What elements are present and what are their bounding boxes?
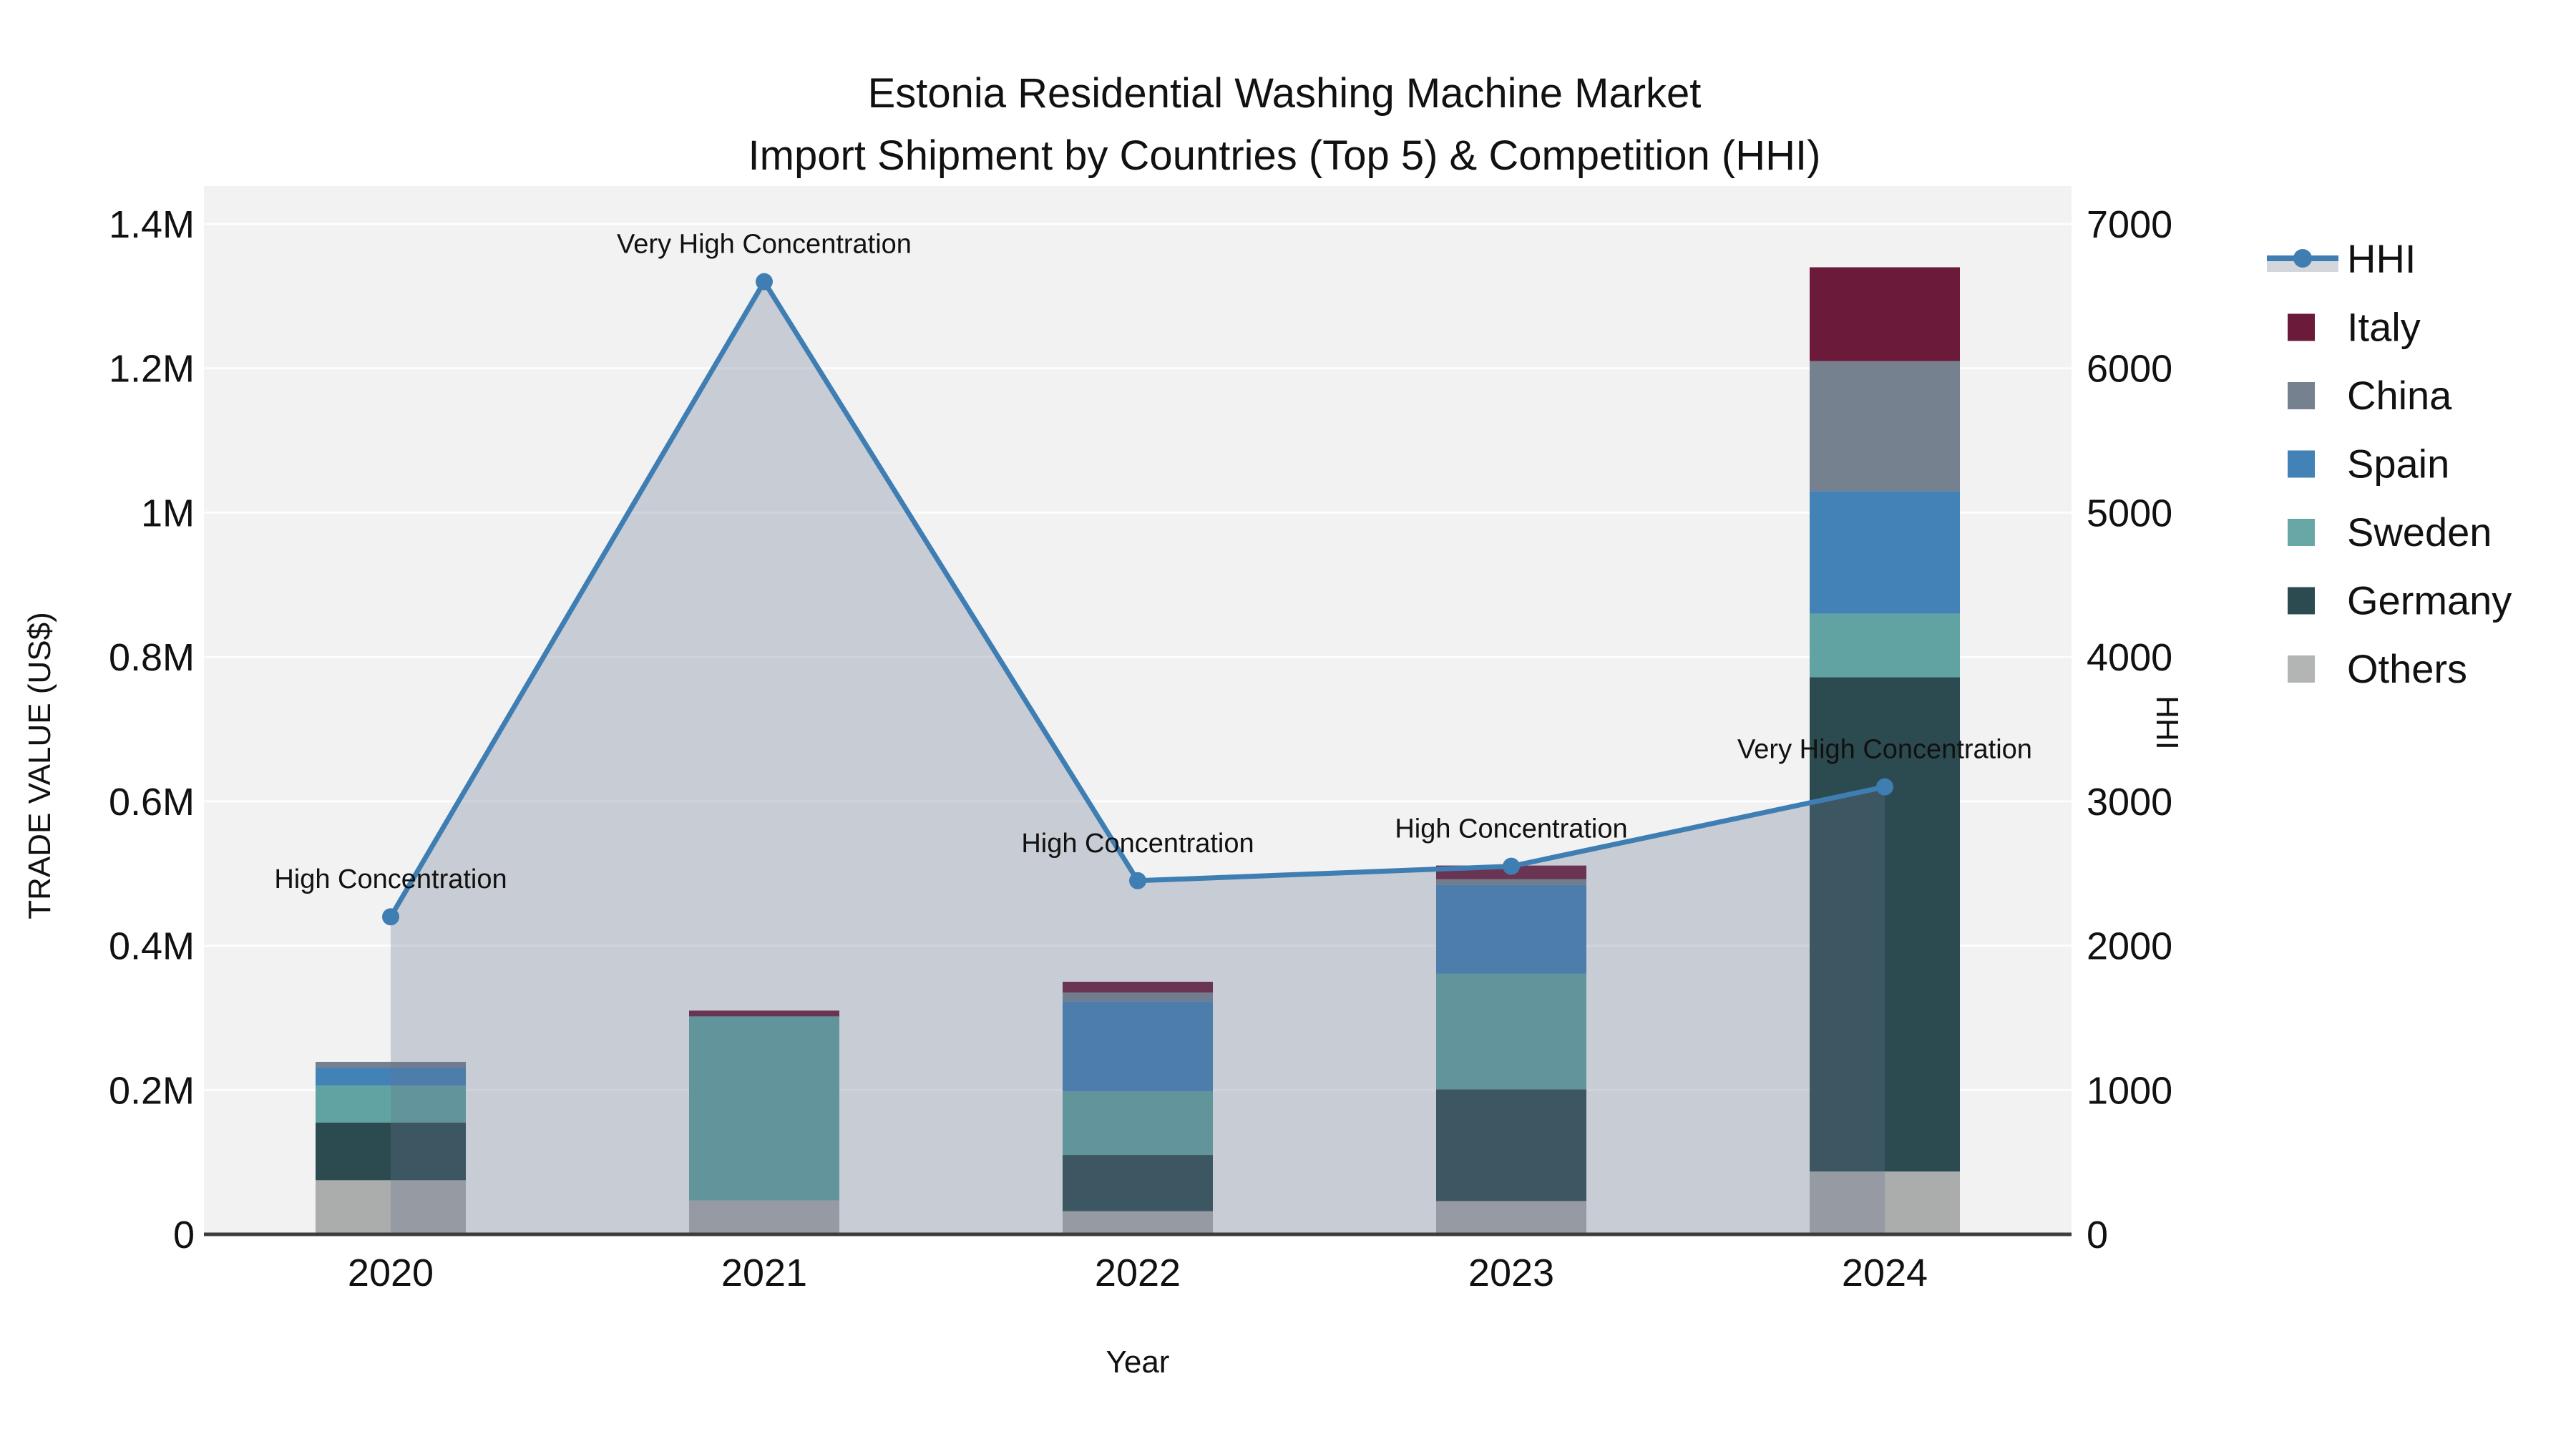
bar-segment-germany-2023: [1436, 1089, 1586, 1201]
x-axis-title: Year: [1106, 1345, 1170, 1380]
left-tick-0.4M: 0.4M: [109, 925, 195, 968]
hhi-marker-2021: [756, 273, 773, 291]
legend-label-others: Others: [2347, 646, 2467, 691]
bar-segment-spain-2022: [1063, 1001, 1213, 1092]
x-tick-2020: 2020: [348, 1252, 434, 1294]
bar-segment-others-2021: [689, 1200, 839, 1234]
hhi-marker-2020: [382, 908, 399, 926]
bar-segment-italy-2022: [1063, 982, 1213, 993]
annotation-2022: High Concentration: [1021, 829, 1254, 859]
hhi-area: [391, 281, 1885, 1235]
legend-label-hhi: HHI: [2347, 236, 2416, 281]
legend-swatch-china: [2288, 382, 2315, 409]
bar-segment-sweden-2021: [689, 1016, 839, 1201]
right-tick-6000: 6000: [2087, 348, 2172, 391]
legend-swatch-others: [2288, 655, 2315, 683]
right-tick-4000: 4000: [2087, 636, 2172, 679]
annotation-2021: Very High Concentration: [617, 230, 912, 260]
legend: HHI Italy China Spain Sweden Germany Others: [2267, 236, 2512, 691]
bar-segment-germany-2024: [1810, 677, 1960, 1172]
right-tick-0: 0: [2087, 1214, 2108, 1257]
bar-segment-italy-2021: [689, 1010, 839, 1017]
left-tick-0.8M: 0.8M: [109, 636, 195, 679]
bar-segment-others-2022: [1063, 1211, 1213, 1234]
legend-label-sweden: Sweden: [2347, 509, 2492, 555]
legend-swatch-spain: [2288, 450, 2315, 478]
bar-segment-sweden-2022: [1063, 1091, 1213, 1156]
legend-label-china: China: [2347, 373, 2452, 418]
hhi-marker-2022: [1129, 872, 1146, 889]
bar-segment-spain-2020: [316, 1068, 466, 1086]
plot-layer: High Concentration Very High Concentratio…: [109, 186, 2172, 1294]
bar-segment-china-2020: [316, 1061, 466, 1068]
left-tick-0.6M: 0.6M: [109, 781, 195, 824]
right-tick-7000: 7000: [2087, 203, 2172, 246]
legend-swatch-italy: [2288, 313, 2315, 341]
x-tick-2024: 2024: [1842, 1252, 1928, 1294]
bar-segment-germany-2020: [316, 1122, 466, 1181]
bar-segment-china-2023: [1436, 879, 1586, 885]
hhi-marker-2024: [1876, 778, 1893, 796]
bar-segment-china-2022: [1063, 992, 1213, 1002]
left-axis-title: TRADE VALUE (US$): [22, 612, 57, 919]
legend-swatch-sweden: [2288, 519, 2315, 546]
annotation-2024: Very High Concentration: [1737, 735, 2032, 765]
bar-segment-others-2024: [1810, 1171, 1960, 1234]
left-tick-1.2M: 1.2M: [109, 348, 195, 391]
chart-title-line2: Import Shipment by Countries (Top 5) & C…: [748, 132, 1821, 179]
right-tick-5000: 5000: [2087, 492, 2172, 535]
bar-segment-china-2024: [1810, 361, 1960, 492]
bar-segment-spain-2023: [1436, 884, 1586, 974]
legend-label-spain: Spain: [2347, 441, 2449, 487]
left-tick-1M: 1M: [141, 492, 195, 535]
legend-label-germany: Germany: [2347, 578, 2512, 623]
legend-swatch-germany: [2288, 587, 2315, 615]
bar-segment-spain-2024: [1810, 491, 1960, 614]
annotation-2023: High Concentration: [1395, 814, 1627, 844]
chart-title-line1: Estonia Residential Washing Machine Mark…: [868, 70, 1702, 117]
bar-segment-germany-2022: [1063, 1155, 1213, 1211]
hhi-marker-2023: [1503, 857, 1520, 875]
bar-segment-sweden-2023: [1436, 973, 1586, 1090]
bar-segment-others-2020: [316, 1180, 466, 1234]
right-tick-1000: 1000: [2087, 1069, 2172, 1112]
bar-segment-sweden-2024: [1810, 613, 1960, 678]
left-tick-1.4M: 1.4M: [109, 203, 195, 246]
left-tick-0: 0: [173, 1214, 195, 1257]
right-tick-2000: 2000: [2087, 925, 2172, 968]
legend-hhi-marker-icon: [2293, 249, 2312, 268]
x-tick-2023: 2023: [1468, 1252, 1554, 1294]
left-tick-0.2M: 0.2M: [109, 1069, 195, 1112]
bar-segment-sweden-2020: [316, 1085, 466, 1123]
annotation-2020: High Concentration: [274, 864, 507, 894]
bar-segment-italy-2024: [1810, 267, 1960, 361]
x-tick-2021: 2021: [721, 1252, 807, 1294]
bar-segment-others-2023: [1436, 1201, 1586, 1234]
legend-label-italy: Italy: [2347, 305, 2421, 350]
right-axis-title: HHI: [2150, 696, 2185, 750]
right-tick-3000: 3000: [2087, 781, 2172, 824]
x-tick-2022: 2022: [1095, 1252, 1181, 1294]
